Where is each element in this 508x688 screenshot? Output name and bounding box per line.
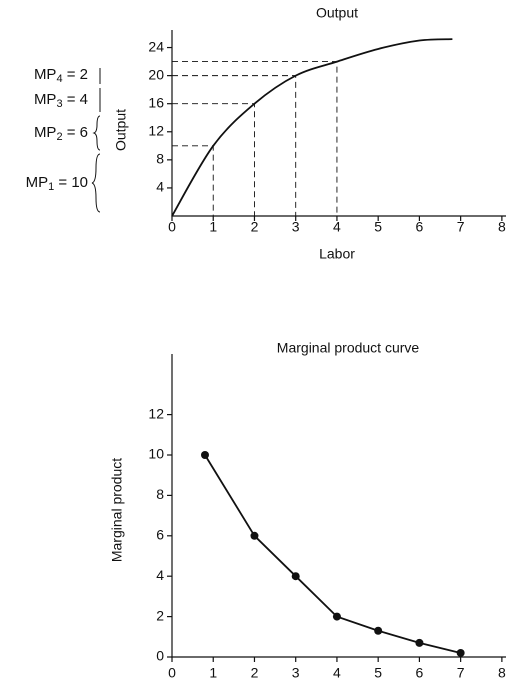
annotation-sub: 1 [48,181,54,193]
brace [92,115,101,151]
annotation-sub: 2 [56,131,62,143]
y-axis-label: Output [113,109,129,151]
chart-title: Marginal product curve [277,340,420,356]
x-tick-label: 0 [168,665,176,681]
annotation: MP3 = 4 [34,91,88,110]
x-tick-label: 4 [333,219,341,235]
x-tick-label: 8 [498,665,506,681]
annotation-rest: = 2 [63,66,88,83]
drop-line [172,75,297,216]
annotation-rest: = 10 [54,174,88,191]
y-tick-label: 8 [156,486,164,502]
x-tick-label: 2 [251,665,259,681]
y-tick-label: 0 [156,648,164,664]
point [200,451,209,459]
annotation-base: MP [26,174,49,191]
axes [171,30,506,217]
annotation: MP4 = 2 [34,66,88,85]
x-tick-label: 7 [457,665,465,681]
point [456,648,465,657]
x-tick-label: 1 [209,219,217,235]
y-tick-label: 16 [148,94,164,110]
point [374,626,383,635]
y-tick-label: 12 [148,405,164,421]
y-tick-label: 12 [148,122,164,138]
y-tick-label: 4 [156,567,164,583]
annotation: MP1 = 10 [26,174,88,193]
annotation-rest: = 6 [63,124,88,141]
brace [91,153,101,213]
annotation-base: MP [34,66,57,83]
x-tick-label: 8 [498,219,506,235]
x-tick-label: 0 [168,219,176,235]
x-tick-label: 6 [416,665,424,681]
axes [171,354,506,658]
x-tick-label: 7 [457,219,465,235]
x-tick-label: 5 [374,665,382,681]
y-tick-label: 4 [156,179,164,195]
y-tick-label: 2 [156,607,164,623]
y-tick-label: 8 [156,151,164,167]
x-tick-label: 6 [416,219,424,235]
y-tick-label: 6 [156,527,164,543]
annotation-rest: = 4 [63,91,88,108]
x-axis-label: Labor [319,246,355,262]
annotation-base: MP [34,91,57,108]
chart-title: Output [316,5,358,21]
point [332,612,341,621]
line [171,38,453,217]
braces [91,68,101,213]
x-tick-label: 3 [292,665,300,681]
y-tick-label: 10 [148,446,164,462]
annotation-sub: 3 [56,98,62,110]
annotation-sub: 4 [56,73,62,85]
annotation: MP2 = 6 [34,124,88,143]
point [291,572,300,581]
x-tick-label: 1 [209,665,217,681]
annotation-base: MP [34,124,57,141]
line [204,454,461,654]
y-tick-label: 24 [148,38,164,54]
x-tick-label: 2 [251,219,259,235]
point [415,638,424,647]
point [250,531,259,540]
y-axis-label: Marginal product [109,458,125,562]
y-tick-label: 20 [148,66,164,82]
x-tick-label: 5 [374,219,382,235]
x-tick-label: 4 [333,665,341,681]
x-tick-label: 3 [292,219,300,235]
